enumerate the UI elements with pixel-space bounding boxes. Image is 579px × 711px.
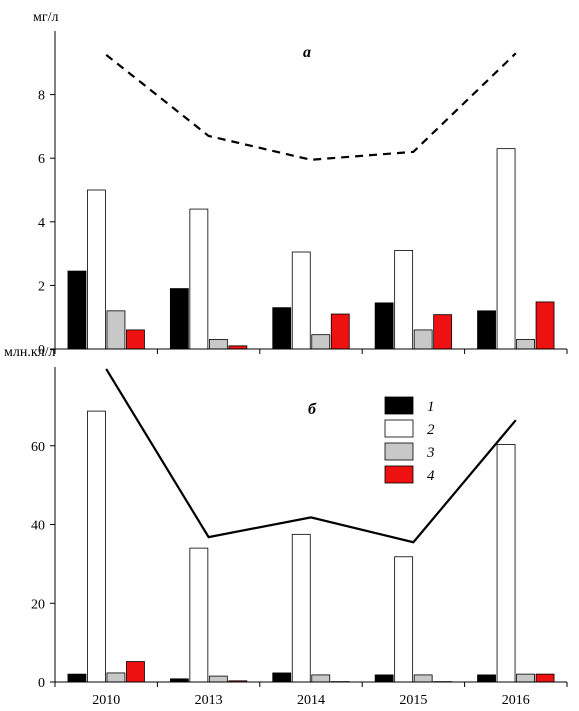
panel-b-x-tick-label: 2013 <box>195 693 223 708</box>
panel-a-bar-s3-2014 <box>311 334 331 350</box>
legend-swatch-4 <box>384 465 414 484</box>
panel-a-letter: а <box>303 44 311 61</box>
legend-label-4: 4 <box>427 468 435 484</box>
panel-b-bar-s3-2015 <box>413 674 433 683</box>
panel-a-bar-s1-2016 <box>477 310 496 350</box>
panel-b-y-tick-label: 0 <box>38 676 45 691</box>
panel-b-bar-s3-2014 <box>311 674 331 683</box>
panel-a-bar-s2-2014 <box>291 251 311 350</box>
panel-b-x-tick-label: 2015 <box>399 693 427 708</box>
panel-b-bar-s4-2010 <box>126 661 145 683</box>
panel-a: мг/л а 0 2 4 6 8 <box>33 10 568 358</box>
panel-a-bar-s3-2013 <box>208 339 228 350</box>
panel-b-bar-s2-2010 <box>87 410 106 683</box>
panel-b-bar-s2-2014 <box>291 533 311 683</box>
panel-a-bar-s3-2015 <box>413 329 433 350</box>
panel-a-plot: 0 2 4 6 8 <box>38 31 568 358</box>
panel-a-bar-s1-2013 <box>169 288 189 350</box>
panel-a-bar-s1-2014 <box>272 307 292 350</box>
panel-a-y-tick-label: 8 <box>38 89 45 104</box>
legend-swatch-2 <box>384 419 414 438</box>
panel-b-bar-s1-2016 <box>477 674 496 683</box>
panel-a-bar-s3-2010 <box>106 310 126 350</box>
panel-b-bar-s3-2013 <box>208 675 228 683</box>
panel-a-line <box>105 52 517 161</box>
panel-a-bar-s2-2016 <box>496 148 516 350</box>
panel-b-bar-s1-2015 <box>374 674 394 683</box>
panel-b-y-tick-label: 20 <box>31 597 45 612</box>
panel-b-bar-s2-2013 <box>189 547 209 683</box>
panel-a-y-tick-label: 4 <box>38 216 45 231</box>
panel-b-unit-label: млн.кл/л <box>4 345 56 360</box>
panel-b-x-tick-label: 2014 <box>297 693 325 708</box>
panel-b-line <box>105 368 517 544</box>
panel-b-bar-s2-2015 <box>394 556 414 683</box>
panel-b-bar-s1-2014 <box>272 672 292 683</box>
legend: 1 2 3 4 <box>384 396 435 484</box>
legend-label-2: 2 <box>427 422 435 438</box>
panel-a-y-tick-label: 6 <box>38 152 45 167</box>
panel-a-bar-s4-2015 <box>433 314 453 350</box>
panel-a-unit-label: мг/л <box>33 10 58 25</box>
panel-a-bar-s2-2013 <box>189 208 209 350</box>
panel-b-bar-s3-2016 <box>516 673 535 683</box>
panel-a-bar-s4-2014 <box>330 313 350 350</box>
panel-b-bar-s1-2010 <box>67 673 87 683</box>
panel-a-bar-s3-2016 <box>516 339 535 350</box>
panel-b-bar-s2-2016 <box>496 444 516 683</box>
panel-a-bar-s2-2015 <box>394 250 414 350</box>
panel-b-y-tick-label: 40 <box>31 519 45 534</box>
panel-b-bar-s4-2016 <box>535 673 555 683</box>
panel-a-bar-s2-2010 <box>87 189 106 350</box>
panel-b-plot: 0 20 40 60 2010 2013 2014 2015 2016 <box>31 367 568 708</box>
panel-b-bar-s3-2010 <box>106 672 126 683</box>
panel-b-x-tick-label: 2016 <box>502 693 530 708</box>
legend-label-3: 3 <box>426 445 435 461</box>
panel-a-y-tick-label: 0 <box>38 343 45 358</box>
panel-b-y-tick-label: 60 <box>31 440 45 455</box>
panel-b-x-tick-label: 2010 <box>92 693 120 708</box>
panel-a-bar-s4-2010 <box>126 329 145 350</box>
panel-a-bar-s1-2010 <box>67 270 87 350</box>
panel-a-bar-s1-2015 <box>374 302 394 350</box>
panel-a-bar-s4-2016 <box>535 301 555 350</box>
panel-b-letter: б <box>308 401 317 418</box>
legend-swatch-1 <box>384 396 414 415</box>
legend-label-1: 1 <box>427 399 435 415</box>
legend-swatch-3 <box>384 442 414 461</box>
panel-a-y-tick-label: 2 <box>38 279 45 294</box>
